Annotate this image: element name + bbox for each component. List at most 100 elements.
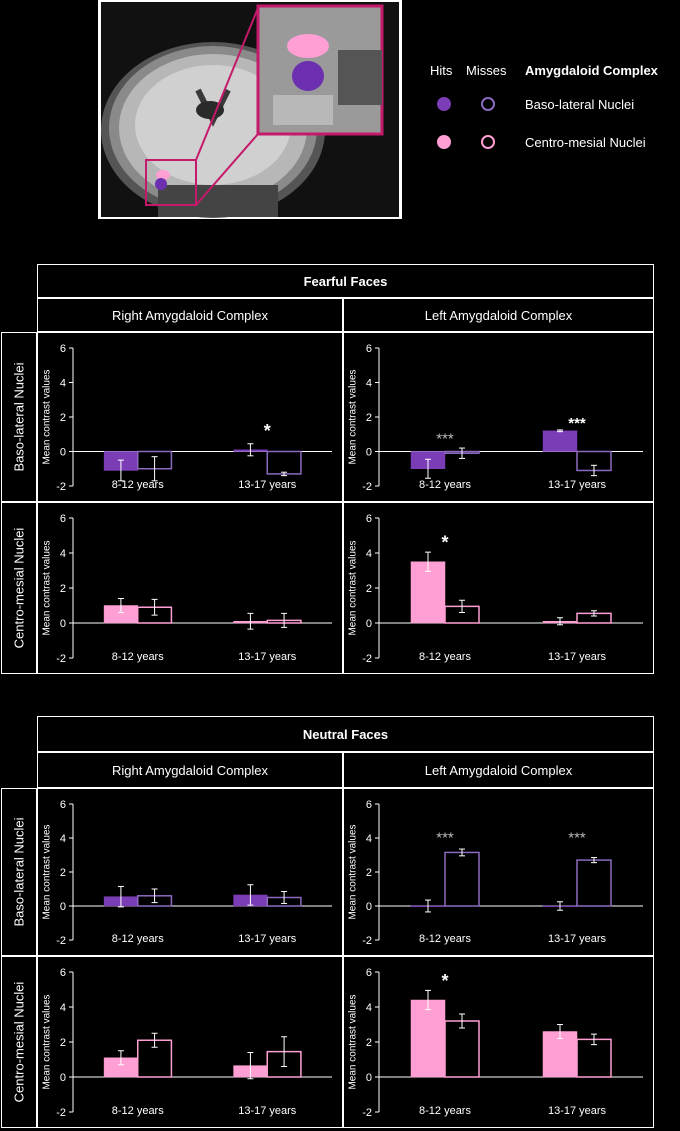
category-label: 13-17 years (548, 933, 607, 945)
bar-hits (542, 1031, 578, 1078)
category-label: 8-12 years (112, 1105, 164, 1117)
legend-hits-label: Hits (430, 63, 453, 78)
category-label: 13-17 years (238, 1105, 297, 1117)
significance-marker: *** (568, 415, 586, 432)
legend-centro-label: Centro-mesial Nuclei (525, 135, 646, 150)
legend-misses-label: Misses (466, 63, 507, 78)
category-label: 8-12 years (112, 933, 164, 945)
y-tick-label: -2 (362, 1107, 372, 1119)
row-label-baso: Baso-lateral Nuclei (1, 332, 37, 502)
y-tick-label: -2 (362, 481, 372, 493)
y-tick-label: 6 (60, 513, 66, 525)
row-label-text: Baso-lateral Nuclei (11, 817, 27, 927)
y-tick-label: 2 (60, 412, 66, 424)
brain-image-panel (98, 0, 402, 219)
category-label: 13-17 years (238, 479, 297, 491)
y-tick-label: 0 (366, 901, 372, 913)
chart-panel-neutral-left-baso: Mean contrast values 6 4 2 0 -2 8-12 years 13-1… (343, 788, 654, 956)
y-tick-label: -2 (362, 935, 372, 947)
legend-baso-hits-swatch (437, 97, 451, 111)
brain-image (98, 0, 402, 219)
y-axis-label: Mean contrast values (42, 824, 53, 919)
legend-baso-label: Baso-lateral Nuclei (525, 97, 635, 112)
chart-panel-neutral-left-centro: Mean contrast values 6 4 2 0 -2 8-12 years 13-1… (343, 956, 654, 1128)
row-label-baso: Baso-lateral Nuclei (1, 788, 37, 956)
chart-panel-fearful-left-baso: Mean contrast values 6 4 2 0 -2 8-12 years 13-1… (343, 332, 654, 502)
y-tick-label: 0 (366, 618, 372, 630)
y-tick-label: 0 (60, 901, 66, 913)
y-axis-label: Mean contrast values (348, 540, 359, 635)
row-label-centro: Centro-mesial Nuclei (1, 956, 37, 1128)
row-label-centro: Centro-mesial Nuclei (1, 502, 37, 674)
category-label: 8-12 years (419, 1105, 471, 1117)
significance-marker: *** (568, 829, 586, 846)
significance-marker: * (441, 533, 448, 553)
y-tick-label: 0 (60, 447, 66, 459)
y-tick-label: 2 (60, 867, 66, 879)
y-tick-label: 2 (60, 583, 66, 595)
category-label: 13-17 years (238, 933, 297, 945)
legend-title: Amygdaloid Complex (525, 63, 658, 78)
y-tick-label: 0 (366, 447, 372, 459)
section-title-fearful: Fearful Faces (37, 264, 654, 298)
chart-svg: Mean contrast values 6 4 2 0 -2 8-12 years 13-1… (42, 799, 332, 947)
chart-svg: Mean contrast values 6 4 2 0 -2 8-12 years 13-1… (42, 343, 332, 493)
y-tick-label: 6 (366, 799, 372, 811)
y-tick-label: -2 (56, 1107, 66, 1119)
y-tick-label: -2 (56, 935, 66, 947)
column-header-text: Right Amygdaloid Complex (111, 307, 269, 323)
significance-marker: * (441, 971, 448, 991)
category-label: 8-12 years (112, 479, 164, 491)
legend-centro-misses-swatch (481, 135, 495, 149)
significance-marker: *** (436, 431, 454, 448)
chart-panel-fearful-right-baso: Mean contrast values 6 4 2 0 -2 8-12 years 13-1… (37, 332, 343, 502)
y-tick-label: 2 (366, 867, 372, 879)
category-label: 13-17 years (548, 651, 607, 663)
chart-svg: Mean contrast values 6 4 2 0 -2 8-12 years 13-1… (42, 967, 332, 1119)
column-header-right: Right Amygdaloid Complex (37, 298, 343, 332)
y-tick-label: 4 (366, 833, 372, 845)
significance-marker: *** (436, 829, 454, 846)
y-tick-label: 4 (60, 378, 66, 390)
y-tick-label: 2 (366, 1037, 372, 1049)
chart-svg: Mean contrast values 6 4 2 0 -2 8-12 years 13-1… (348, 799, 643, 947)
section-title-text: Neutral Faces (302, 726, 389, 742)
y-tick-label: -2 (362, 653, 372, 665)
column-header-right: Right Amygdaloid Complex (37, 752, 343, 788)
bar-hits (542, 430, 578, 452)
chart-panel-fearful-right-centro: Mean contrast values 6 4 2 0 -2 8-12 years 13-1… (37, 502, 343, 674)
category-label: 13-17 years (548, 479, 607, 491)
y-tick-label: 0 (60, 1072, 66, 1084)
y-tick-label: 2 (366, 583, 372, 595)
y-tick-label: 6 (60, 343, 66, 355)
y-tick-label: 6 (60, 799, 66, 811)
category-label: 13-17 years (548, 1105, 607, 1117)
bar-hits (410, 561, 446, 624)
chart-panel-neutral-right-baso: Mean contrast values 6 4 2 0 -2 8-12 years 13-1… (37, 788, 343, 956)
category-label: 8-12 years (419, 933, 471, 945)
row-label-text: Baso-lateral Nuclei (11, 362, 27, 472)
y-tick-label: 6 (366, 967, 372, 979)
y-tick-label: 6 (60, 967, 66, 979)
y-axis-label: Mean contrast values (42, 540, 53, 635)
legend-baso-misses-swatch (481, 97, 495, 111)
chart-svg: Mean contrast values 6 4 2 0 -2 8-12 years 13-1… (348, 513, 643, 665)
section-title-text: Fearful Faces (303, 273, 388, 289)
chart-panel-fearful-left-centro: Mean contrast values 6 4 2 0 -2 8-12 years 13-1… (343, 502, 654, 674)
column-header-left: Left Amygdaloid Complex (343, 752, 654, 788)
chart-panel-neutral-right-centro: Mean contrast values 6 4 2 0 -2 8-12 years 13-1… (37, 956, 343, 1128)
y-tick-label: 4 (60, 1002, 66, 1014)
y-tick-label: -2 (56, 653, 66, 665)
y-axis-label: Mean contrast values (348, 994, 359, 1089)
column-header-text: Left Amygdaloid Complex (424, 762, 573, 778)
column-header-text: Left Amygdaloid Complex (424, 307, 573, 323)
y-tick-label: -2 (56, 481, 66, 493)
y-tick-label: 2 (60, 1037, 66, 1049)
section-title-neutral: Neutral Faces (37, 716, 654, 752)
column-header-left: Left Amygdaloid Complex (343, 298, 654, 332)
y-axis-label: Mean contrast values (42, 994, 53, 1089)
y-axis-label: Mean contrast values (348, 824, 359, 919)
chart-svg: Mean contrast values 6 4 2 0 -2 8-12 years 13-1… (42, 513, 332, 665)
y-tick-label: 6 (366, 513, 372, 525)
